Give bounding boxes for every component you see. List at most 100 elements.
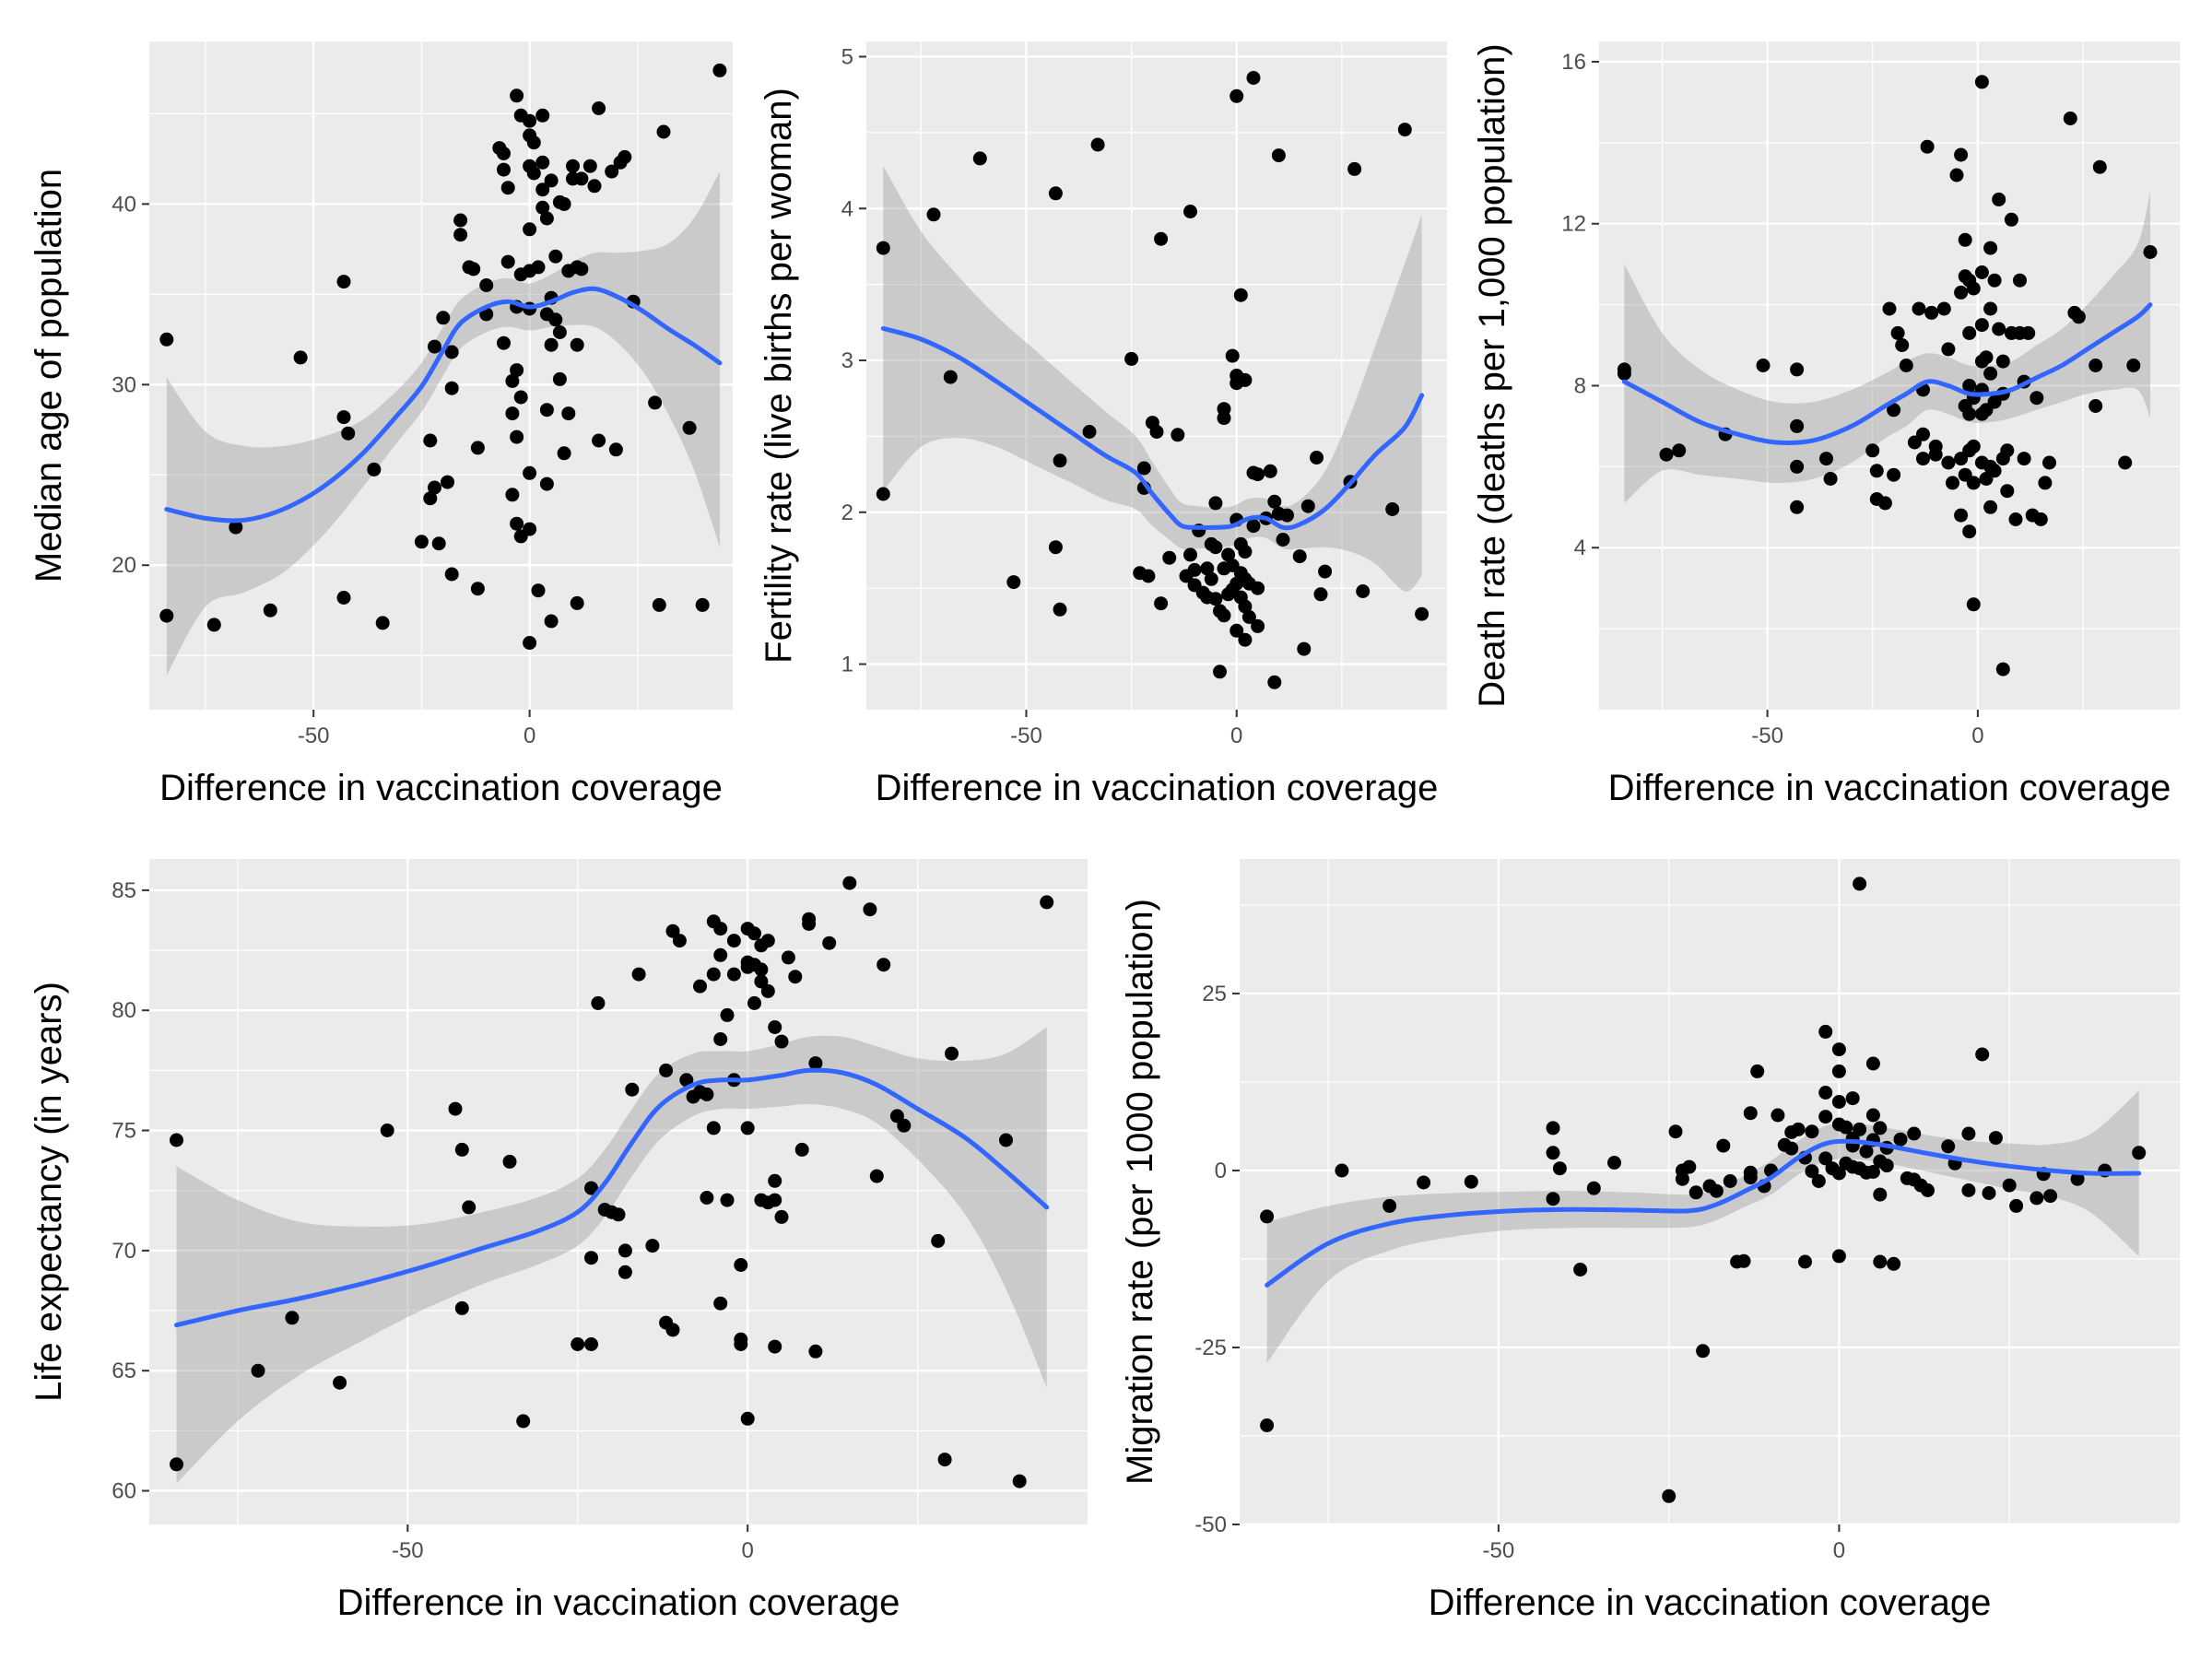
data-point: [510, 429, 524, 444]
data-point: [582, 159, 597, 173]
data-point: [1988, 1131, 2003, 1146]
data-point: [1048, 540, 1063, 555]
data-point: [1225, 348, 1240, 363]
data-point: [1790, 459, 1805, 474]
data-point: [544, 337, 559, 352]
data-point: [2030, 1191, 2044, 1206]
data-point: [1893, 1132, 1908, 1147]
data-point: [876, 487, 890, 501]
data-point: [479, 278, 494, 292]
data-point: [1251, 618, 1265, 633]
x-tick-label: 0: [1230, 724, 1242, 748]
data-point: [497, 162, 511, 177]
data-point: [659, 1063, 674, 1077]
data-point: [1668, 1124, 1683, 1139]
data-point: [1187, 562, 1202, 577]
data-point: [2017, 452, 2031, 466]
data-point: [999, 1133, 1013, 1147]
data-point: [1992, 192, 2006, 206]
data-point: [768, 1173, 782, 1188]
confidence-ribbon: [1266, 1090, 2139, 1363]
data-point: [1573, 1263, 1588, 1277]
data-point: [1924, 305, 1939, 320]
data-point: [720, 1193, 735, 1207]
data-point: [1882, 301, 1897, 316]
data-point: [1895, 338, 1910, 352]
data-point: [2004, 212, 2018, 227]
data-point: [1928, 447, 1943, 462]
data-point: [713, 1296, 728, 1311]
data-point: [1961, 1126, 1976, 1141]
y-tick-label: 25: [1202, 982, 1227, 1006]
data-point: [726, 934, 741, 948]
data-point: [448, 1101, 463, 1116]
data-point: [1873, 1187, 1888, 1202]
data-point: [2021, 325, 2036, 340]
data-point: [523, 222, 537, 237]
data-point: [1995, 354, 2010, 369]
data-point: [1865, 1165, 1880, 1179]
data-point: [822, 935, 837, 950]
x-tick-label: -50: [298, 724, 330, 748]
data-point: [693, 979, 707, 994]
data-point: [428, 480, 441, 495]
data-point: [1546, 1121, 1560, 1135]
data-point: [1983, 301, 1998, 316]
data-point: [2043, 1189, 2058, 1204]
data-point: [1805, 1164, 1819, 1179]
data-point: [1546, 1192, 1560, 1206]
data-point: [1877, 496, 1892, 511]
x-tick-label: 0: [741, 1538, 753, 1563]
data-point: [1941, 1139, 1956, 1154]
data-point: [889, 1109, 904, 1124]
data-point: [561, 406, 576, 421]
data-point: [1230, 623, 1244, 638]
data-point: [1831, 1042, 1846, 1057]
data-point: [584, 1337, 598, 1351]
panel-death-rate: -50 0 4 8 12 16 Difference in vaccination cove…: [1472, 41, 2180, 808]
data-point: [263, 603, 277, 618]
data-point: [1183, 547, 1197, 562]
data-point: [1995, 662, 2010, 677]
data-point: [802, 912, 817, 926]
data-point: [1154, 231, 1169, 246]
data-point: [526, 135, 541, 150]
data-point: [1464, 1174, 1478, 1189]
data-point: [1313, 587, 1328, 602]
data-point: [336, 591, 351, 605]
data-point: [336, 410, 351, 425]
data-point: [754, 962, 769, 977]
data-point: [1987, 464, 2002, 478]
data-point: [535, 108, 550, 123]
data-point: [808, 1344, 823, 1359]
data-point: [2063, 112, 2077, 125]
data-point: [535, 155, 550, 170]
data-point: [1853, 1122, 1867, 1136]
data-point: [1865, 443, 1880, 458]
data-point: [584, 1251, 598, 1265]
data-point: [1859, 1144, 1874, 1159]
data-point: [1974, 75, 1989, 89]
data-point: [470, 441, 485, 455]
y-tick-label: 30: [112, 372, 136, 397]
data-point: [336, 275, 351, 289]
data-point: [1790, 362, 1805, 377]
data-point: [544, 614, 559, 629]
data-point: [1941, 342, 1956, 357]
data-point: [454, 1300, 469, 1315]
data-point: [611, 1207, 626, 1222]
data-point: [1790, 500, 1805, 514]
data-point: [2030, 391, 2044, 406]
data-point: [1300, 499, 1315, 513]
data-point: [656, 124, 671, 139]
panel-life-expectancy: -50 0 60 65 70 75 80 85 Difference in vaccinatio…: [29, 859, 1088, 1623]
data-point: [665, 1323, 680, 1337]
data-point: [1839, 1120, 1853, 1135]
data-point: [1267, 675, 1282, 689]
x-axis-title: Difference in vaccination coverage: [1608, 768, 2171, 808]
data-point: [1890, 325, 1905, 340]
y-tick-label: -50: [1194, 1512, 1227, 1537]
data-point: [645, 1239, 660, 1253]
data-point: [1784, 1141, 1799, 1156]
data-point: [760, 983, 775, 998]
